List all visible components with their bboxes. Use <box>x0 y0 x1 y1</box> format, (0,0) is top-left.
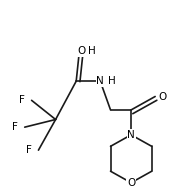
Text: H: H <box>108 76 115 86</box>
Text: H: H <box>88 47 95 57</box>
Text: F: F <box>26 145 32 155</box>
Text: O: O <box>77 47 85 57</box>
Text: F: F <box>12 122 18 132</box>
Text: O: O <box>127 178 135 188</box>
Text: N: N <box>96 76 104 86</box>
Text: O: O <box>159 91 167 102</box>
Text: F: F <box>19 95 25 105</box>
Text: N: N <box>127 130 135 140</box>
